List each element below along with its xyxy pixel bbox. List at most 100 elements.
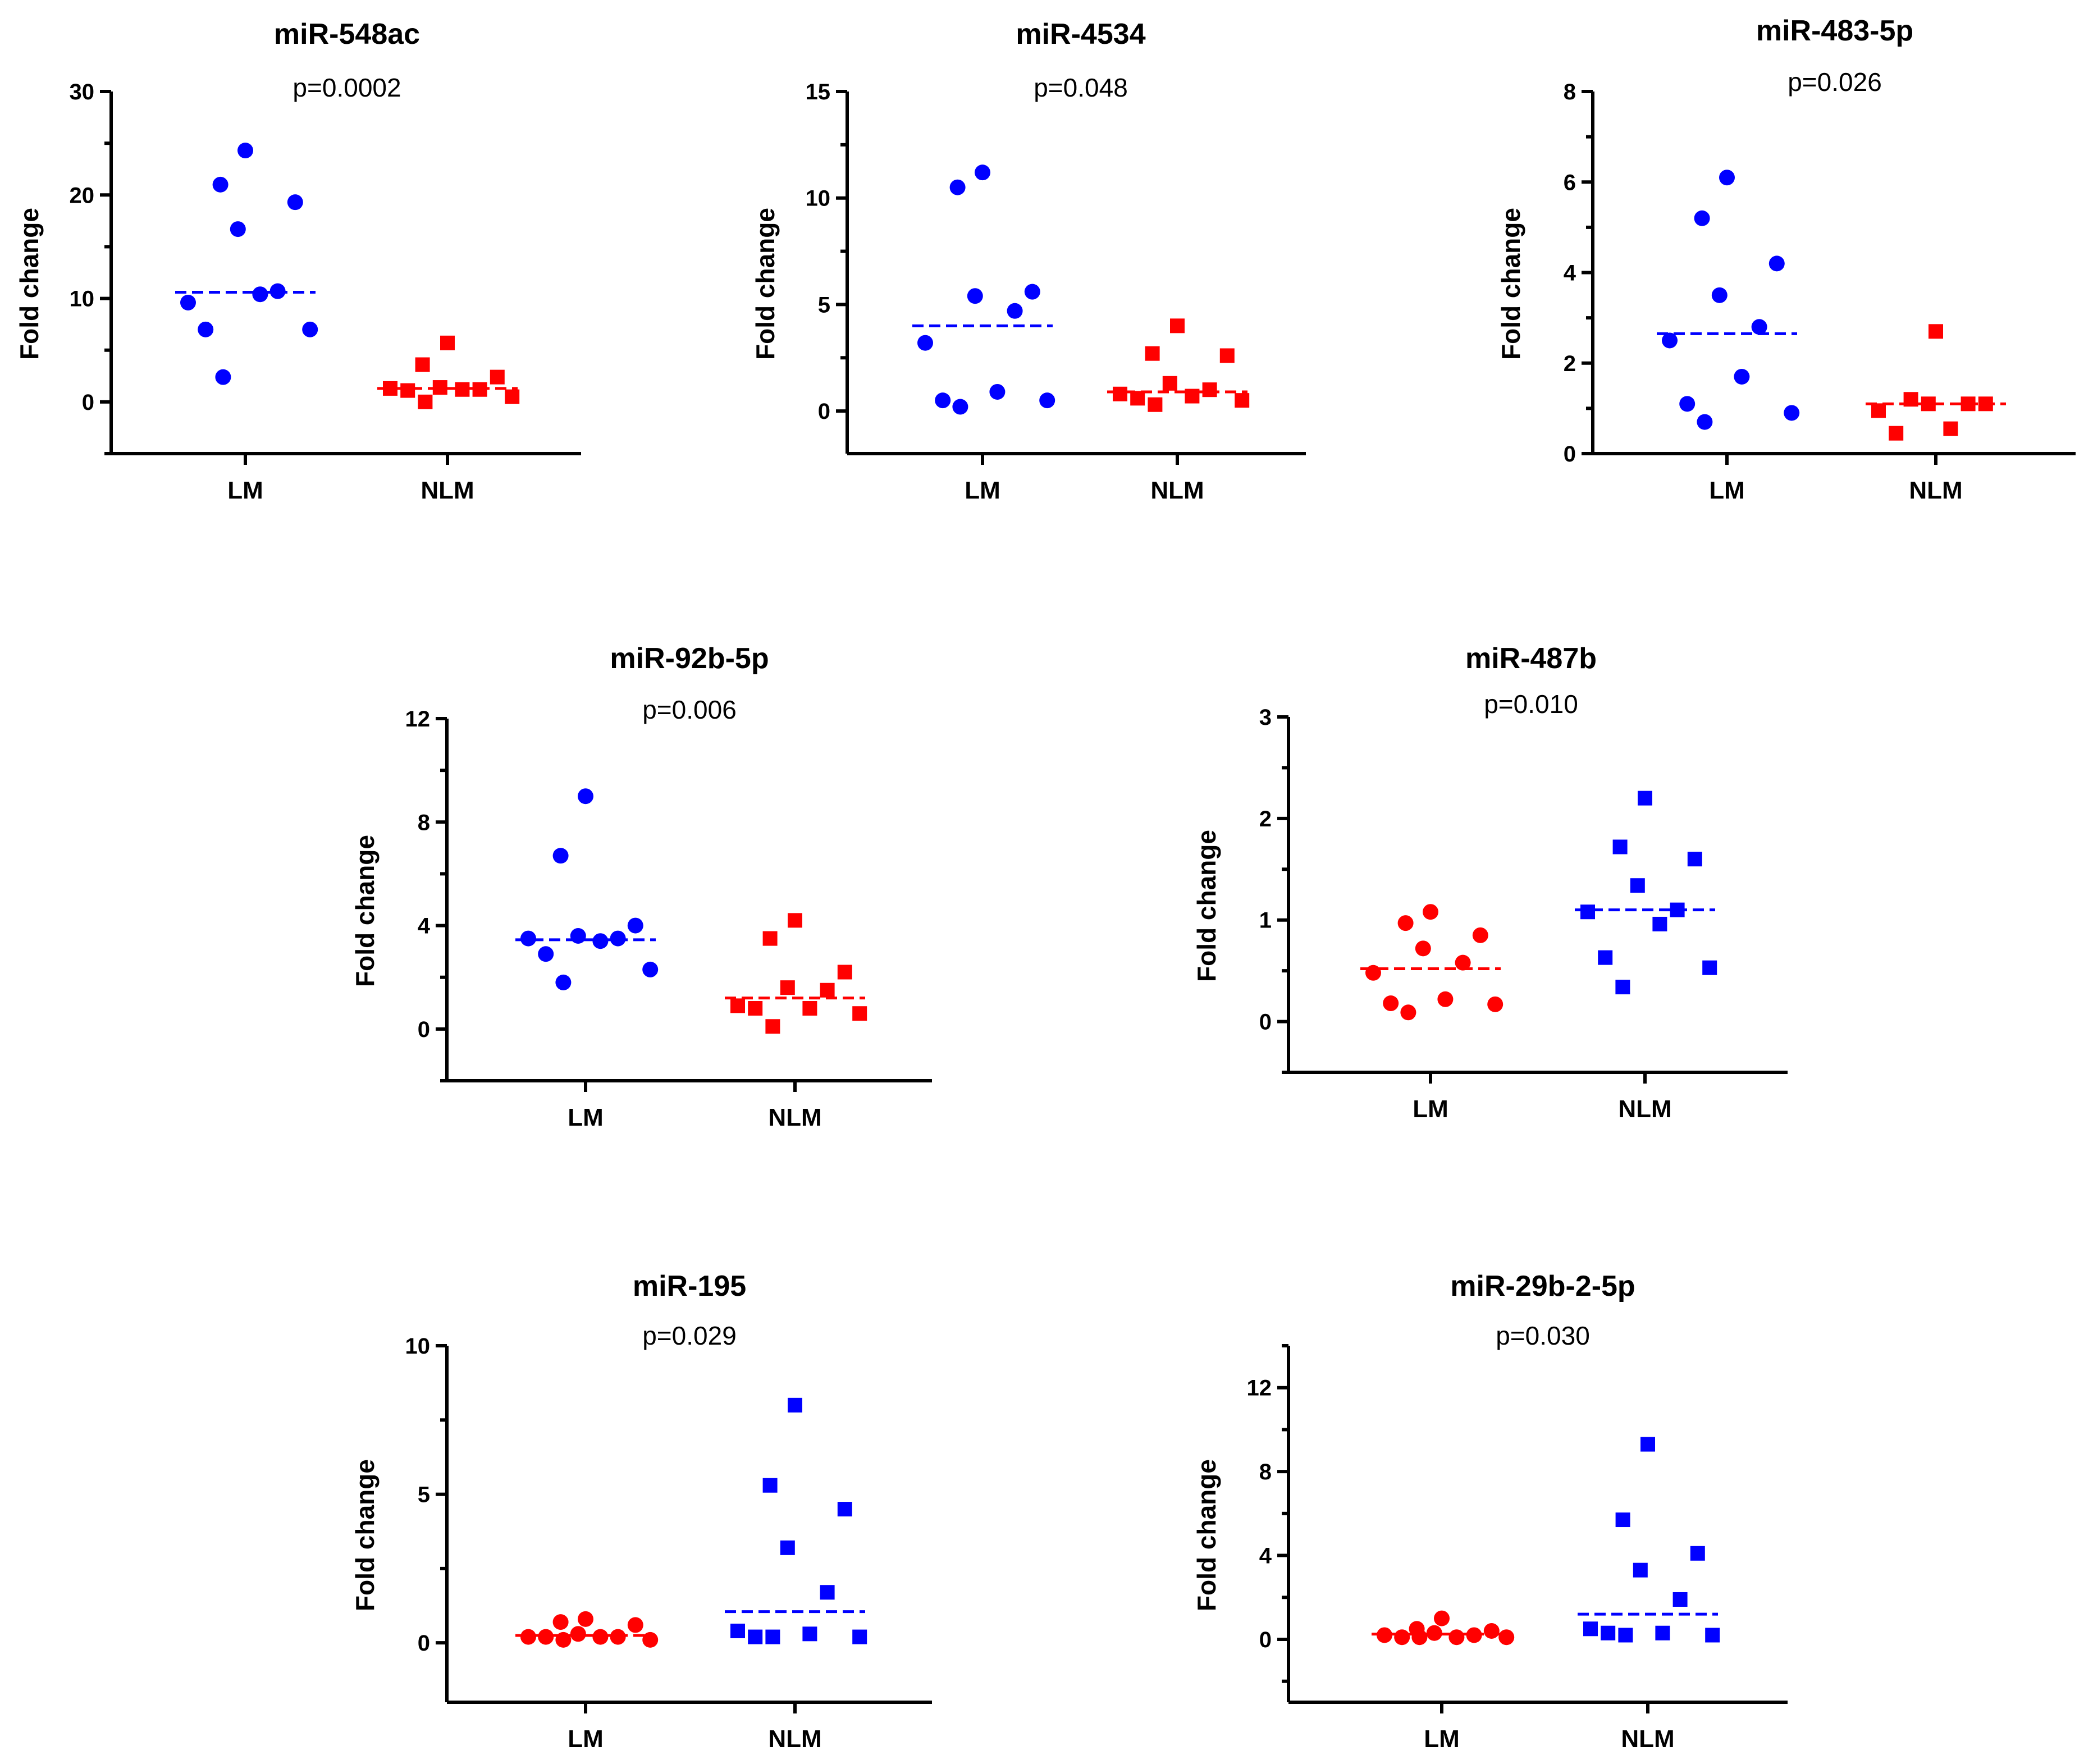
y-axis-label: Fold change — [350, 835, 380, 987]
x-tick-label-nlm: NLM — [1909, 477, 1962, 504]
data-point-lm — [198, 321, 214, 337]
data-point-lm — [1024, 284, 1040, 300]
data-point-nlm — [1705, 1628, 1720, 1643]
data-point-lm — [1751, 319, 1767, 335]
data-point-lm — [578, 1611, 593, 1627]
data-point-lm — [949, 179, 966, 195]
data-point-nlm — [852, 1629, 867, 1644]
data-point-nlm — [1615, 980, 1630, 995]
data-point-nlm — [1652, 916, 1667, 931]
data-point-lm — [642, 961, 659, 977]
panel-title: miR-487b — [1465, 642, 1597, 675]
x-tick-label-lm: LM — [1424, 1725, 1460, 1753]
y-tick-label: 6 — [1564, 170, 1576, 195]
data-point-nlm — [1921, 396, 1936, 412]
panel-mir-195: miR-195 p=0.029 0 5 10 Fold change LM NLM — [350, 1270, 932, 1753]
data-point-nlm — [820, 1585, 835, 1600]
data-point-lm — [610, 930, 626, 947]
data-point-lm — [1719, 170, 1735, 186]
data-point-nlm — [1871, 403, 1886, 418]
y-tick-label: 12 — [1247, 1376, 1272, 1401]
panel-mir-483-5p: miR-483-5p p=0.026 0 2 4 6 8 Fold change LM NLM — [1496, 15, 2076, 504]
data-point-lm — [1426, 1625, 1442, 1641]
y-tick-label: 1 — [1259, 908, 1272, 933]
y-tick-label: 5 — [418, 1483, 430, 1507]
panel-mir-4534: miR-4534 p=0.048 0 5 10 15 Fold change LM NLM — [751, 18, 1306, 504]
data-point-lm — [1711, 287, 1728, 303]
data-point-nlm — [748, 1001, 763, 1016]
data-point-nlm — [418, 394, 433, 409]
data-point-nlm — [490, 369, 505, 385]
y-tick-label: 30 — [70, 80, 95, 104]
data-point-lm — [1498, 1629, 1515, 1646]
data-point-lm — [1411, 1629, 1428, 1646]
data-point-nlm — [1202, 382, 1217, 397]
data-point-nlm — [820, 982, 835, 998]
data-point-lm — [555, 974, 572, 990]
y-tick-label: 2 — [1564, 351, 1576, 376]
data-point-nlm — [1670, 902, 1685, 917]
y-tick-label: 10 — [806, 186, 831, 211]
data-point-nlm — [765, 1629, 780, 1644]
y-tick-label: 0 — [1259, 1628, 1272, 1652]
data-point-nlm — [440, 335, 455, 350]
data-point-lm — [555, 1632, 572, 1648]
data-point-nlm — [472, 382, 487, 397]
y-tick-label: 4 — [418, 914, 431, 939]
y-tick-label: 4 — [1259, 1544, 1272, 1569]
data-point-lm — [627, 917, 643, 934]
data-point-lm — [237, 143, 253, 159]
data-point-nlm — [1702, 960, 1717, 975]
data-point-nlm — [1618, 1628, 1633, 1643]
y-tick-label: 4 — [1564, 261, 1576, 286]
data-point-lm — [1434, 1610, 1450, 1626]
y-tick-label: 0 — [418, 1631, 430, 1656]
data-point-nlm — [1672, 1592, 1688, 1607]
data-point-lm — [552, 848, 569, 864]
data-point-lm — [538, 946, 554, 962]
p-value-annotation: p=0.0002 — [293, 73, 401, 102]
data-point-nlm — [1690, 1546, 1705, 1561]
data-point-lm — [230, 221, 246, 237]
y-tick-label: 0 — [1564, 442, 1576, 467]
data-point-nlm — [1903, 392, 1918, 407]
data-point-lm — [627, 1617, 643, 1633]
data-point-lm — [1397, 915, 1414, 931]
data-point-lm — [570, 1626, 586, 1642]
data-point-nlm — [1145, 346, 1160, 361]
data-point-lm — [1455, 954, 1471, 971]
p-value-annotation: p=0.026 — [1788, 67, 1882, 97]
y-axis-label: Fold change — [1496, 208, 1525, 360]
data-point-nlm — [762, 1478, 778, 1493]
data-point-lm — [1734, 368, 1750, 385]
data-point-nlm — [400, 383, 415, 398]
y-tick-label: 15 — [806, 80, 831, 104]
data-point-lm — [935, 392, 951, 409]
y-tick-label: 10 — [405, 1334, 431, 1359]
y-tick-label: 8 — [1564, 80, 1576, 104]
data-point-lm — [1472, 927, 1488, 943]
data-point-lm — [1400, 1004, 1416, 1021]
y-axis-label: Fold change — [751, 208, 780, 360]
data-point-lm — [1679, 396, 1696, 412]
y-tick-label: 20 — [70, 183, 95, 208]
data-point-lm — [538, 1629, 554, 1645]
data-point-nlm — [432, 380, 447, 395]
panel-mir-548ac: miR-548ac p=0.0002 0 10 20 30 Fold change LM NLM — [15, 18, 581, 504]
data-point-nlm — [455, 382, 470, 397]
y-tick-label: 8 — [1259, 1460, 1272, 1484]
data-point-lm — [1377, 1627, 1392, 1643]
data-point-lm — [1365, 965, 1381, 981]
y-axis-label: Fold change — [1192, 830, 1221, 982]
y-axis-label: Fold change — [1192, 1459, 1221, 1611]
data-point-nlm — [802, 1626, 817, 1642]
data-point-lm — [975, 164, 990, 181]
data-point-lm — [1448, 1629, 1465, 1646]
data-point-nlm — [1583, 1621, 1598, 1637]
data-point-nlm — [1170, 318, 1185, 333]
data-point-lm — [1784, 405, 1800, 421]
y-tick-label: 0 — [818, 399, 830, 424]
data-point-nlm — [802, 1001, 817, 1016]
data-point-lm — [1466, 1627, 1482, 1643]
y-tick-label: 0 — [1259, 1010, 1272, 1035]
